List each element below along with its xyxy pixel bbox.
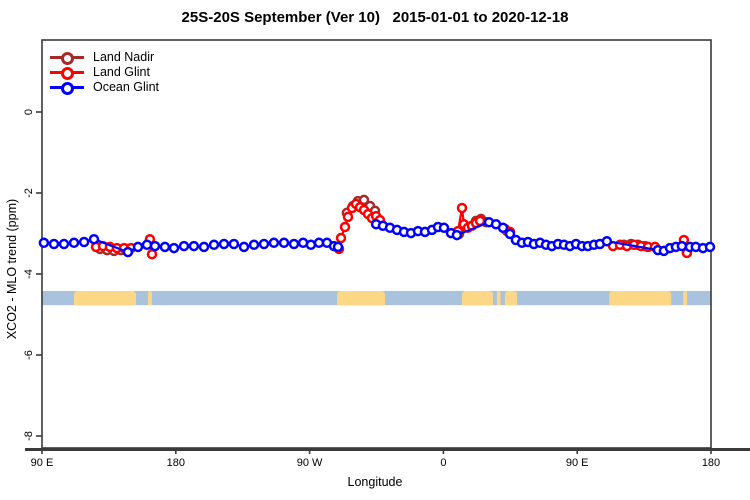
data-point	[332, 241, 344, 253]
data-point	[88, 233, 100, 245]
svg-text:90 W: 90 W	[297, 457, 323, 469]
svg-text:-8: -8	[23, 431, 35, 441]
legend: Land Nadir Land Glint Ocean Glint	[50, 50, 159, 95]
legend-item-ocean-glint: Ocean Glint	[50, 80, 159, 95]
data-point	[456, 202, 468, 214]
data-point	[149, 240, 161, 252]
data-point	[305, 239, 317, 251]
land-patch	[74, 291, 136, 306]
x-axis-ticks: 90 E 180 90 W 0 90 E 180	[31, 448, 720, 469]
legend-label-land-glint: Land Glint	[93, 65, 150, 79]
data-point	[335, 232, 347, 244]
data-point	[451, 229, 463, 241]
data-point	[198, 241, 210, 253]
land-patch	[504, 291, 517, 306]
svg-text:180: 180	[167, 457, 185, 469]
data-point	[168, 242, 180, 254]
data-point	[188, 240, 200, 252]
svg-text:-2: -2	[23, 188, 35, 198]
land-patch	[683, 291, 688, 306]
data-point	[78, 236, 90, 248]
data-point	[208, 239, 220, 251]
data-point	[258, 238, 270, 250]
ocean-glint-marker-icon	[50, 81, 84, 95]
legend-label-ocean-glint: Ocean Glint	[93, 80, 160, 94]
land-patch	[148, 291, 152, 306]
legend-label-land-nadir: Land Nadir	[93, 50, 155, 64]
legend-item-land-glint: Land Glint	[50, 65, 159, 80]
data-point	[704, 241, 716, 253]
data-point	[122, 246, 134, 258]
data-point	[342, 211, 354, 223]
svg-text:90 E: 90 E	[566, 457, 589, 469]
data-point	[248, 239, 260, 251]
data-point	[48, 238, 60, 250]
svg-text:90 E: 90 E	[31, 457, 54, 469]
data-point	[146, 248, 158, 260]
data-point	[38, 237, 50, 249]
series-ocean-glint	[38, 216, 716, 258]
data-point	[288, 238, 300, 250]
svg-text:-6: -6	[23, 350, 35, 360]
data-point	[238, 241, 250, 253]
chart-title: 25S-20S September (Ver 10) 2015-01-01 to…	[181, 9, 569, 26]
data-point	[218, 238, 230, 250]
data-point	[339, 221, 351, 233]
data-point	[141, 239, 153, 251]
data-point	[132, 241, 144, 253]
map-band	[42, 291, 711, 306]
land-glint-marker-icon	[50, 66, 84, 80]
data-point	[178, 240, 190, 252]
land-patch	[609, 291, 672, 306]
data-point	[159, 241, 171, 253]
land-patch	[337, 291, 385, 306]
data-point	[278, 237, 290, 249]
y-axis-ticks: 0 -2 -4 -6 -8	[23, 109, 42, 441]
data-point	[228, 238, 240, 250]
legend-item-land-nadir: Land Nadir	[50, 50, 159, 65]
svg-text:-4: -4	[23, 269, 35, 279]
land-patch	[462, 291, 493, 306]
data-point	[68, 237, 80, 249]
data-point	[601, 235, 613, 247]
data-point	[504, 228, 516, 240]
data-point	[497, 222, 509, 234]
y-axis-label: XCO2 - MLO trend (ppm)	[5, 198, 19, 340]
land-nadir-marker-icon	[50, 51, 84, 65]
data-point	[58, 238, 70, 250]
svg-text:0: 0	[23, 109, 35, 115]
x-axis-label: Longitude	[347, 475, 403, 489]
data-point	[438, 222, 450, 234]
svg-text:0: 0	[440, 457, 446, 469]
data-point	[268, 237, 280, 249]
data-point	[676, 240, 688, 252]
land-patch	[496, 291, 501, 306]
svg-text:180: 180	[702, 457, 720, 469]
